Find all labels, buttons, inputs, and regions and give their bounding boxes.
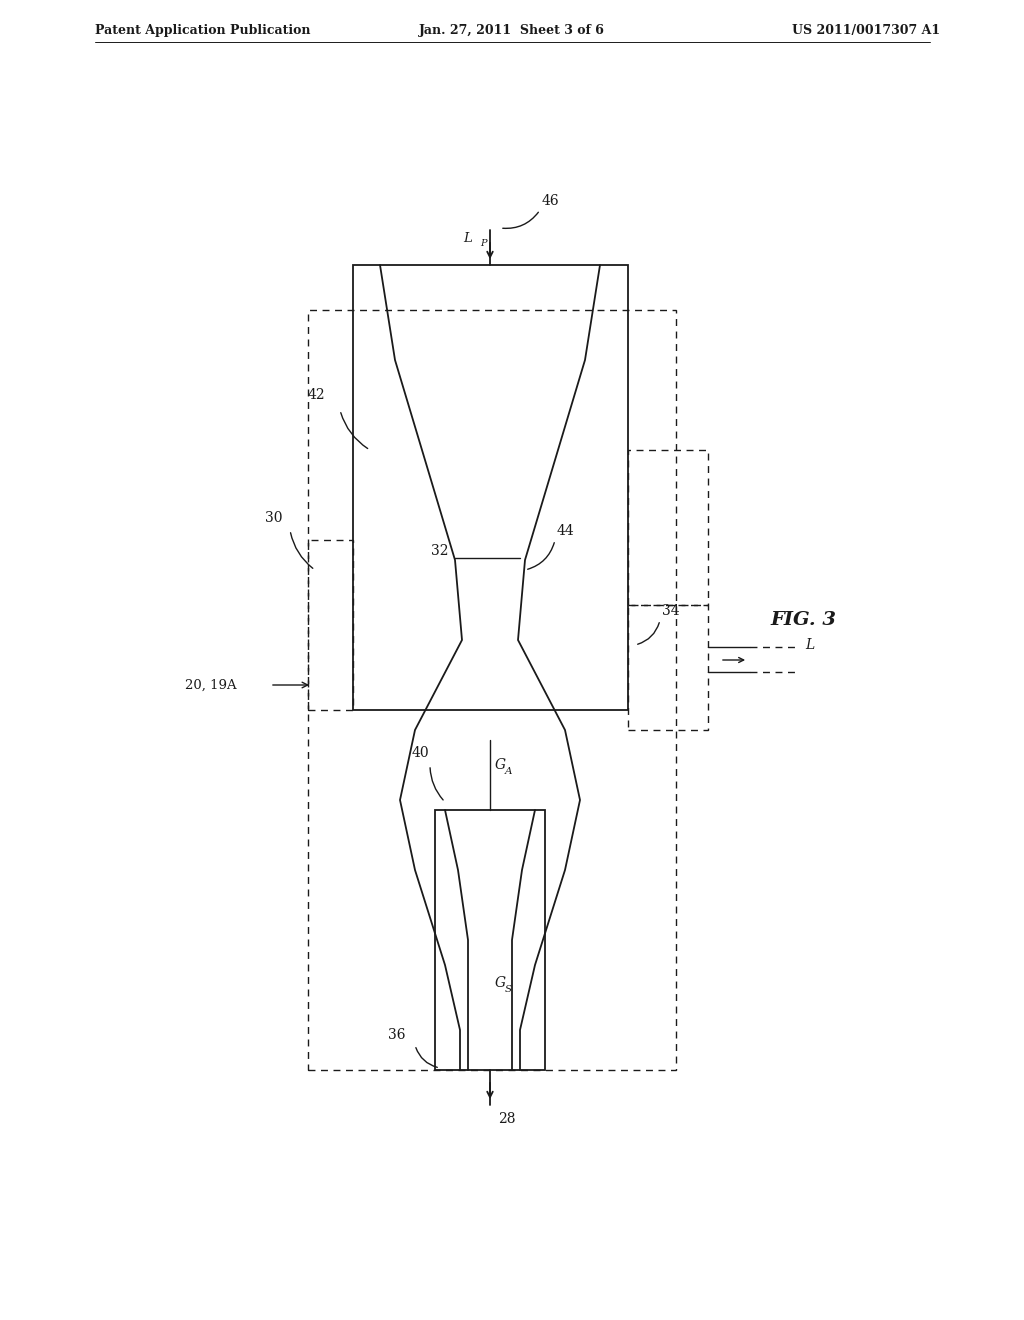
- Text: G: G: [495, 758, 506, 772]
- Text: 46: 46: [542, 194, 560, 209]
- Text: 28: 28: [498, 1111, 515, 1126]
- Text: 30: 30: [265, 511, 283, 525]
- Text: 20, 19A: 20, 19A: [185, 678, 237, 692]
- Text: 32: 32: [430, 544, 449, 558]
- Text: G: G: [495, 975, 506, 990]
- Text: 36: 36: [388, 1028, 406, 1041]
- Text: Jan. 27, 2011  Sheet 3 of 6: Jan. 27, 2011 Sheet 3 of 6: [419, 24, 605, 37]
- Text: 44: 44: [557, 524, 574, 539]
- Bar: [308, 310, 676, 1071]
- Text: 40: 40: [412, 746, 430, 760]
- Bar: [435, 810, 545, 1071]
- Bar: [353, 265, 628, 710]
- Bar: [308, 540, 353, 710]
- Bar: [628, 450, 708, 605]
- Text: Patent Application Publication: Patent Application Publication: [95, 24, 310, 37]
- Text: L: L: [463, 232, 472, 246]
- Text: US 2011/0017307 A1: US 2011/0017307 A1: [792, 24, 940, 37]
- Text: P: P: [480, 239, 486, 248]
- Text: A: A: [505, 767, 512, 776]
- Text: FIG. 3: FIG. 3: [770, 611, 836, 630]
- Bar: [628, 605, 708, 730]
- Text: 34: 34: [662, 605, 680, 618]
- Text: S: S: [505, 985, 512, 994]
- Text: L: L: [805, 638, 814, 652]
- Text: 42: 42: [308, 388, 326, 403]
